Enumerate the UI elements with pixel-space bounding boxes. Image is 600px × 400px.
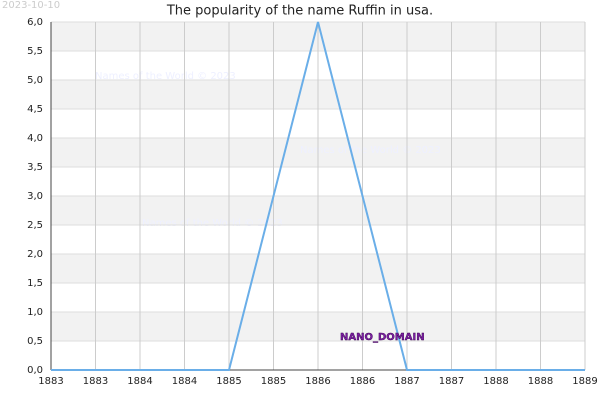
y-tick-label: 2,5 [27,220,43,231]
x-tick-label: 1886 [350,376,375,387]
x-tick-label: 1887 [439,376,464,387]
y-tick-label: 6,0 [27,17,43,28]
watermark: Names of the World © 2023 [142,218,283,229]
y-tick-label: 4,5 [27,104,43,115]
y-tick-label: 4,0 [27,133,43,144]
x-tick-label: 1884 [172,376,197,387]
y-tick-label: 3,0 [27,191,43,202]
y-tick-label: 0,5 [27,336,43,347]
y-tick-label: 3,5 [27,162,43,173]
y-tick-label: 5,5 [27,46,43,57]
x-tick-label: 1884 [127,376,152,387]
x-tick-label: 1888 [528,376,553,387]
line [51,21,585,371]
chart-title: The popularity of the name Ruffin in usa… [166,4,433,19]
date: 2023-10-10 [2,0,60,11]
x-tick-label: 1883 [38,376,63,387]
y-tick-label: 1,5 [27,278,43,289]
x-tick-label: 1888 [483,376,508,387]
x-tick-label: 1889 [572,376,597,387]
x-tick-label: 1886 [305,376,330,387]
watermark: Names of the World © 2023 [300,145,441,156]
x-tick-label: 1887 [394,376,419,387]
domain-label: NANO_DOMAIN [340,332,425,343]
x-tick-label: 1883 [83,376,108,387]
x-tick-label: 1885 [261,376,286,387]
y-tick-label: 2,0 [27,249,43,260]
y-tick-label: 1,0 [27,307,43,318]
y-tick-label: 0,0 [27,365,43,376]
x-tick-label: 1885 [216,376,241,387]
watermark: Names of the World © 2023 [95,71,236,82]
y-tick-label: 5,0 [27,75,43,86]
